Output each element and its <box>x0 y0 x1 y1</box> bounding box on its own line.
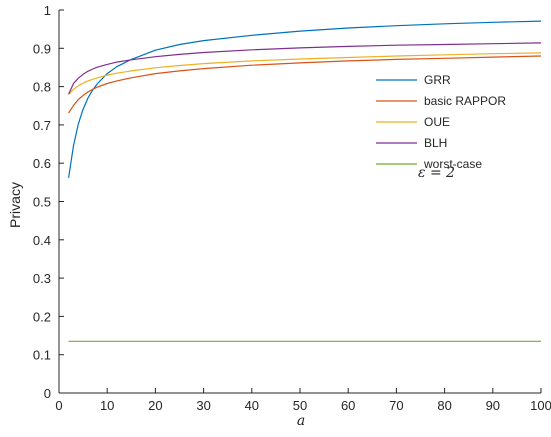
legend-label: basic RAPPOR <box>424 94 506 108</box>
x-tick-label: 0 <box>55 398 62 413</box>
x-tick-label: 10 <box>100 398 114 413</box>
y-tick-label: 0.4 <box>33 233 51 248</box>
legend: GRR basic RAPPOR OUE BLH worst-case <box>376 73 506 171</box>
y-ticks: 0 0.1 0.2 0.3 0.4 0.5 0.6 0.7 0.8 0.9 1 <box>33 3 64 401</box>
y-tick-label: 1 <box>44 3 51 18</box>
y-tick-label: 0.1 <box>33 348 51 363</box>
y-tick-label: 0.6 <box>33 156 51 171</box>
y-tick-label: 0.3 <box>33 271 51 286</box>
y-tick-label: 0.7 <box>33 118 51 133</box>
series-line <box>68 20 542 178</box>
x-tick-label: 30 <box>196 398 210 413</box>
series-line <box>68 55 542 114</box>
y-tick-label: 0.8 <box>33 80 51 95</box>
epsilon-annotation: ε = 2 <box>418 165 455 181</box>
x-tick-label: 50 <box>293 398 307 413</box>
x-tick-label: 80 <box>437 398 451 413</box>
x-tick-label: 70 <box>389 398 403 413</box>
legend-label: GRR <box>424 73 451 87</box>
y-tick-label: 0.2 <box>33 309 51 324</box>
y-axis-label: Privacy <box>7 182 23 228</box>
y-tick-label: 0.9 <box>33 41 51 56</box>
legend-label: worst-case <box>423 157 482 171</box>
legend-label: BLH <box>424 136 447 150</box>
x-tick-label: 90 <box>486 398 500 413</box>
x-tick-label: 20 <box>148 398 162 413</box>
x-tick-label: 40 <box>245 398 259 413</box>
y-tick-label: 0 <box>44 386 51 401</box>
legend-label: OUE <box>424 115 450 129</box>
axes <box>58 10 541 394</box>
series-line <box>68 52 542 95</box>
plot-lines <box>68 20 542 342</box>
x-ticks: 0 10 20 30 40 50 60 70 80 90 100 <box>55 388 551 413</box>
series-line <box>68 42 542 95</box>
x-tick-label: 60 <box>341 398 355 413</box>
y-tick-label: 0.5 <box>33 195 51 210</box>
x-axis-label: a <box>297 413 305 429</box>
x-tick-label: 100 <box>530 398 551 413</box>
